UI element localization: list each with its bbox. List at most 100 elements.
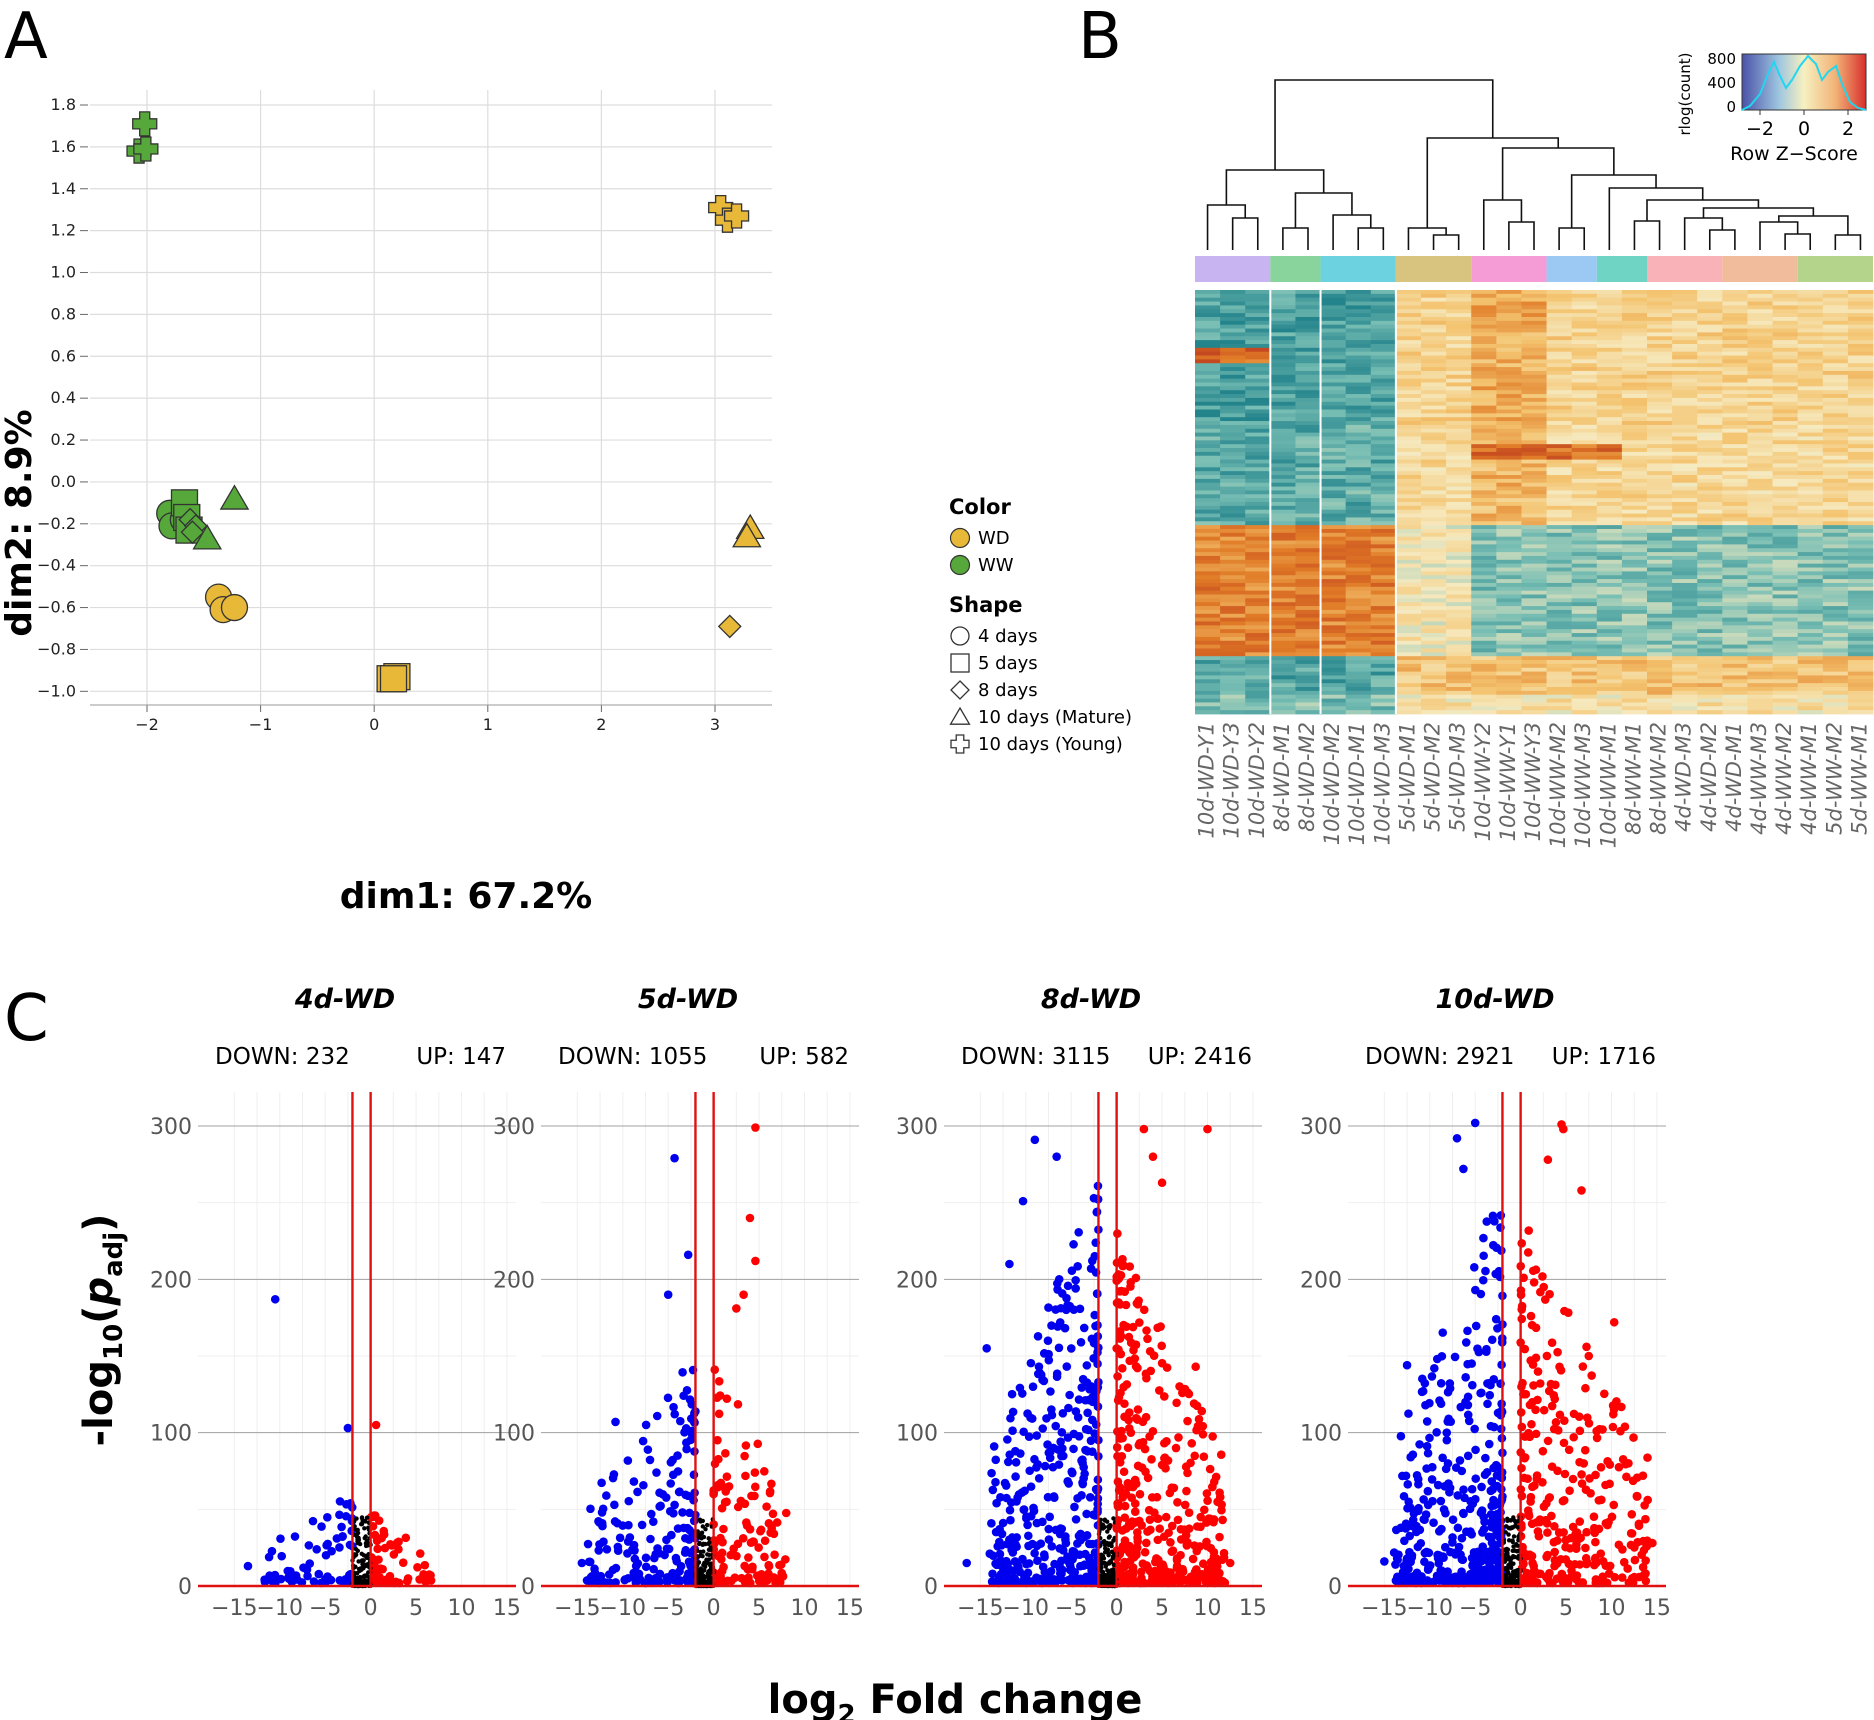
heatmap-cell: [1220, 521, 1246, 526]
heatmap-cell: [1596, 594, 1623, 599]
heatmap-cell: [1772, 394, 1799, 399]
heatmap-cell: [1722, 552, 1748, 557]
volcano-point: [1088, 1447, 1097, 1456]
heatmap-cell: [1220, 394, 1246, 399]
heatmap-cell: [1446, 548, 1472, 553]
heatmap-cell: [1446, 336, 1472, 341]
heatmap-cell: [1521, 363, 1547, 368]
volcano-point: [1062, 1362, 1072, 1371]
volcano-point: [1026, 1358, 1036, 1368]
volcano-point: [733, 1539, 743, 1549]
heatmap-cell: [1747, 540, 1773, 545]
heatmap-cell: [1220, 463, 1246, 468]
heatmap-cell: [1370, 690, 1397, 696]
volcano-point: [736, 1496, 746, 1506]
heatmap-cell: [1747, 378, 1773, 383]
heatmap-cell: [1621, 571, 1648, 576]
heatmap-cell: [1220, 517, 1246, 522]
heatmap-cell: [1270, 586, 1296, 592]
heatmap-cell: [1446, 679, 1472, 684]
heatmap-cell: [1521, 694, 1547, 699]
heatmap-cell: [1471, 598, 1497, 603]
heatmap-cell: [1546, 505, 1573, 511]
volcano-point: [1024, 1531, 1033, 1541]
heatmap-cell: [1471, 621, 1497, 626]
volcano-point: [1082, 1361, 1092, 1370]
heatmap-cell: [1421, 290, 1447, 295]
heatmap-cell: [1245, 478, 1271, 484]
heatmap-cell: [1672, 679, 1698, 684]
heatmap-cell: [1747, 328, 1773, 333]
heatmap-cell: [1270, 451, 1296, 457]
heatmap-cell: [1446, 671, 1472, 676]
heatmap-cell: [1220, 629, 1246, 634]
dendrogram-branch: [1508, 221, 1535, 250]
volcano-point: [752, 1571, 762, 1580]
heatmap-cell: [1546, 432, 1573, 437]
heatmap-cell: [1345, 386, 1372, 391]
heatmap-cell: [1722, 436, 1748, 441]
heatmap-cell: [1195, 586, 1221, 592]
volcano-point: [1033, 1556, 1042, 1565]
heatmap-cell: [1270, 621, 1296, 626]
heatmap-cell: [1471, 532, 1497, 538]
heatmap-cell: [1245, 390, 1271, 395]
volcano-point: [1056, 1524, 1065, 1533]
heatmap-cell: [1270, 636, 1296, 642]
heatmap-cell: [1496, 359, 1522, 364]
heatmap-cell: [1647, 575, 1673, 580]
heatmap-cell: [1496, 625, 1522, 630]
heatmap-cell: [1446, 710, 1472, 715]
heatmap-cell: [1370, 552, 1397, 557]
heatmap-cell: [1571, 617, 1598, 622]
heatmap-cell: [1546, 340, 1573, 345]
heatmap-cell: [1295, 552, 1321, 557]
heatmap-cell: [1370, 382, 1397, 387]
heatmap-cell: [1320, 532, 1347, 538]
heatmap-cell: [1195, 471, 1221, 476]
heatmap-column-labels: 10d-WD-Y1 10d-WD-Y3 10d-WD-Y2 8d-WD-M1 8d-WD…: [1195, 722, 1872, 848]
volcano-x-tick-label: 10: [1193, 1596, 1221, 1621]
heatmap-cell: [1571, 459, 1598, 464]
heatmap-cell: [1647, 413, 1673, 418]
heatmap-cell: [1697, 351, 1723, 356]
heatmap-cell: [1446, 594, 1472, 599]
heatmap-cell: [1596, 625, 1623, 630]
heatmap-cell: [1421, 521, 1447, 526]
volcano-point: [1211, 1553, 1221, 1563]
heatmap-cell: [1647, 297, 1673, 302]
heatmap-cell: [1220, 494, 1246, 499]
heatmap-cell: [1471, 652, 1497, 657]
heatmap-cell: [1621, 552, 1648, 557]
heatmap-cell: [1370, 436, 1397, 441]
heatmap-cell: [1596, 679, 1623, 684]
heatmap-cell: [1345, 290, 1372, 295]
heatmap-cell: [1421, 571, 1447, 576]
heatmap-cell: [1320, 660, 1347, 665]
heatmap-cell: [1421, 559, 1447, 565]
heatmap-cell: [1245, 636, 1271, 642]
heatmap-cell: [1772, 340, 1799, 345]
heatmap-cell: [1471, 444, 1497, 449]
pca-x-tick-label: −2: [135, 715, 159, 734]
heatmap-cell: [1672, 663, 1698, 669]
volcano-point: [1064, 1403, 1073, 1413]
heatmap-cell: [1571, 544, 1598, 549]
heatmap-cell: [1672, 552, 1698, 557]
heatmap-cell: [1521, 575, 1547, 580]
heatmap-cell: [1697, 459, 1723, 464]
heatmap-cell: [1421, 594, 1447, 599]
heatmap-cell: [1421, 683, 1447, 688]
heatmap-cell: [1822, 355, 1849, 360]
heatmap-cell: [1496, 505, 1522, 511]
heatmap-cell: [1571, 694, 1598, 699]
heatmap-cell: [1245, 571, 1271, 576]
heatmap-cell: [1345, 421, 1372, 426]
pca-point-square: [379, 665, 408, 693]
heatmap-cell: [1647, 390, 1673, 395]
heatmap-cell: [1320, 548, 1347, 553]
heatmap-cell: [1370, 540, 1397, 545]
heatmap-cell: [1295, 706, 1321, 711]
heatmap-cell: [1571, 621, 1598, 626]
heatmap-cell: [1295, 486, 1321, 491]
